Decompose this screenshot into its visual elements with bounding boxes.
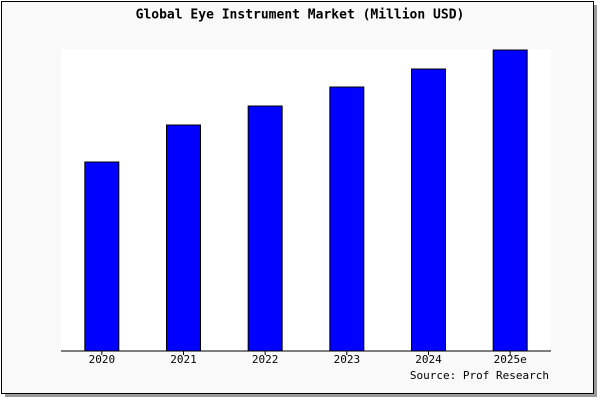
bar xyxy=(166,124,201,352)
x-tick-label: 2023 xyxy=(334,353,361,366)
x-tick-label: 2021 xyxy=(170,353,197,366)
x-tick-label: 2025e xyxy=(494,353,527,366)
x-tick-label: 2024 xyxy=(415,353,442,366)
bar xyxy=(492,49,528,352)
bar xyxy=(247,105,283,352)
x-tick-label: 2020 xyxy=(89,353,116,366)
bar xyxy=(84,161,120,352)
plot-area xyxy=(61,49,551,351)
bar xyxy=(411,68,446,352)
source-note: Source: Prof Research xyxy=(410,369,549,382)
x-tick-label: 2022 xyxy=(252,353,279,366)
bar xyxy=(329,86,365,352)
chart-title: Global Eye Instrument Market (Million US… xyxy=(136,8,465,23)
